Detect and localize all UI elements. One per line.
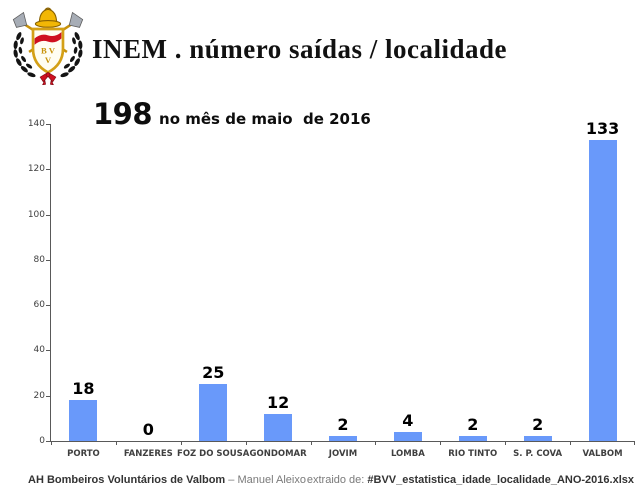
y-axis-tick-label: 80 [33, 254, 45, 265]
total-count: 198 [93, 97, 153, 131]
chart-heading: 198 no mês de maio de 2016 [93, 97, 371, 131]
bvv-crest-logo: B V V [12, 7, 84, 85]
footer-source-file: #BVV_estatistica_idade_localidade_ANO-20… [367, 474, 634, 486]
category-label: PORTO [67, 449, 100, 459]
y-axis-tick-label: 0 [39, 436, 45, 446]
x-axis-tick [245, 441, 247, 445]
footer-author: AH Bombeiros Voluntários de Valbom – Man… [28, 474, 306, 486]
footer-org: AH Bombeiros Voluntários de Valbom [28, 474, 226, 486]
category-label: LOMBA [390, 449, 425, 459]
y-axis-tick [46, 124, 50, 125]
bar-value-label: 18 [72, 379, 95, 399]
bar-value-label: 12 [266, 392, 290, 412]
y-axis-tick-label: 120 [27, 164, 45, 175]
bar-slot: 25 [181, 124, 246, 441]
bar-value-label: 4 [402, 410, 414, 430]
bar-value-label: 2 [467, 415, 479, 435]
y-axis-tick [46, 305, 50, 307]
bar [69, 400, 98, 441]
bar-slot: 2 [505, 124, 570, 441]
bar-value-label: 25 [202, 363, 225, 383]
x-axis-tick [180, 441, 182, 445]
y-axis-tick-label: 60 [33, 300, 45, 311]
y-axis-tick [46, 169, 50, 171]
category-label: FOZ DO SOUSA [177, 449, 250, 459]
x-axis-tick [440, 441, 442, 445]
y-axis-tick [46, 350, 50, 352]
shield-icon: B V V [31, 27, 65, 74]
footer-source-label: extraido de: [306, 474, 368, 486]
footer-source: extraido de: #BVV_estatistica_idade_loca… [307, 474, 634, 486]
category-label: VALBOM [582, 449, 623, 459]
y-axis-tick-label: 140 [27, 119, 45, 129]
bar [199, 384, 228, 441]
bar [458, 436, 487, 441]
bar [523, 436, 552, 441]
category-label: GONDOMAR [249, 449, 307, 459]
y-axis-tick-label: 40 [33, 345, 45, 356]
footer: AH Bombeiros Voluntários de Valbom – Man… [0, 474, 640, 494]
y-axis-tick [46, 441, 50, 442]
y-axis-tick [46, 259, 50, 261]
chart-subtitle: no mês de maio de 2016 [159, 110, 371, 128]
ribbon-bow-icon [39, 71, 57, 85]
bar [588, 139, 617, 441]
bar-slot: 2 [440, 124, 505, 441]
x-axis-tick [505, 441, 507, 445]
bar-value-label: 133 [585, 118, 620, 138]
footer-author-name: – Manuel Aleixo [225, 474, 306, 486]
bar-slot: 133 [570, 118, 635, 441]
y-axis-tick [46, 214, 50, 216]
bar-value-label: 2 [337, 415, 349, 435]
bar-value-label: 0 [142, 420, 154, 439]
x-axis-tick [115, 441, 117, 445]
bar [264, 413, 293, 441]
category-label: JOVIM [328, 449, 358, 459]
x-axis-tick [634, 441, 635, 445]
x-axis-tick [570, 441, 572, 445]
x-axis-tick [375, 441, 377, 445]
bar-slot: 18 [51, 124, 116, 441]
bar-slot: 4 [375, 124, 440, 441]
y-axis-tick-label: 100 [27, 209, 45, 220]
category-label: RIO TINTO [448, 449, 498, 459]
y-axis-tick [46, 395, 50, 397]
bar-slot: 2 [311, 124, 376, 441]
page-title: INEM . número saídas / localidade [92, 34, 508, 64]
y-axis-tick-label: 20 [33, 390, 45, 401]
bar-value-label: 2 [532, 415, 544, 435]
fire-helmet-icon [34, 7, 62, 28]
bar [328, 436, 357, 441]
bar-slot: 0 [116, 124, 181, 441]
laurel-wreath-icon [13, 32, 83, 78]
category-label: FANZERES [123, 449, 173, 459]
svg-text:V: V [45, 55, 52, 65]
bar-slot: 12 [246, 124, 311, 441]
x-axis-tick [51, 441, 52, 445]
category-label: S. P. COVA [513, 449, 563, 459]
bvv-letters: B V [41, 45, 56, 55]
plot-area: 0 20 40 60 80 100 120 140 PORTO 18 FANZERES 0 FOZ DO… [28, 118, 635, 459]
x-axis-tick [310, 441, 312, 445]
bar [393, 431, 422, 441]
red-band [34, 32, 62, 45]
